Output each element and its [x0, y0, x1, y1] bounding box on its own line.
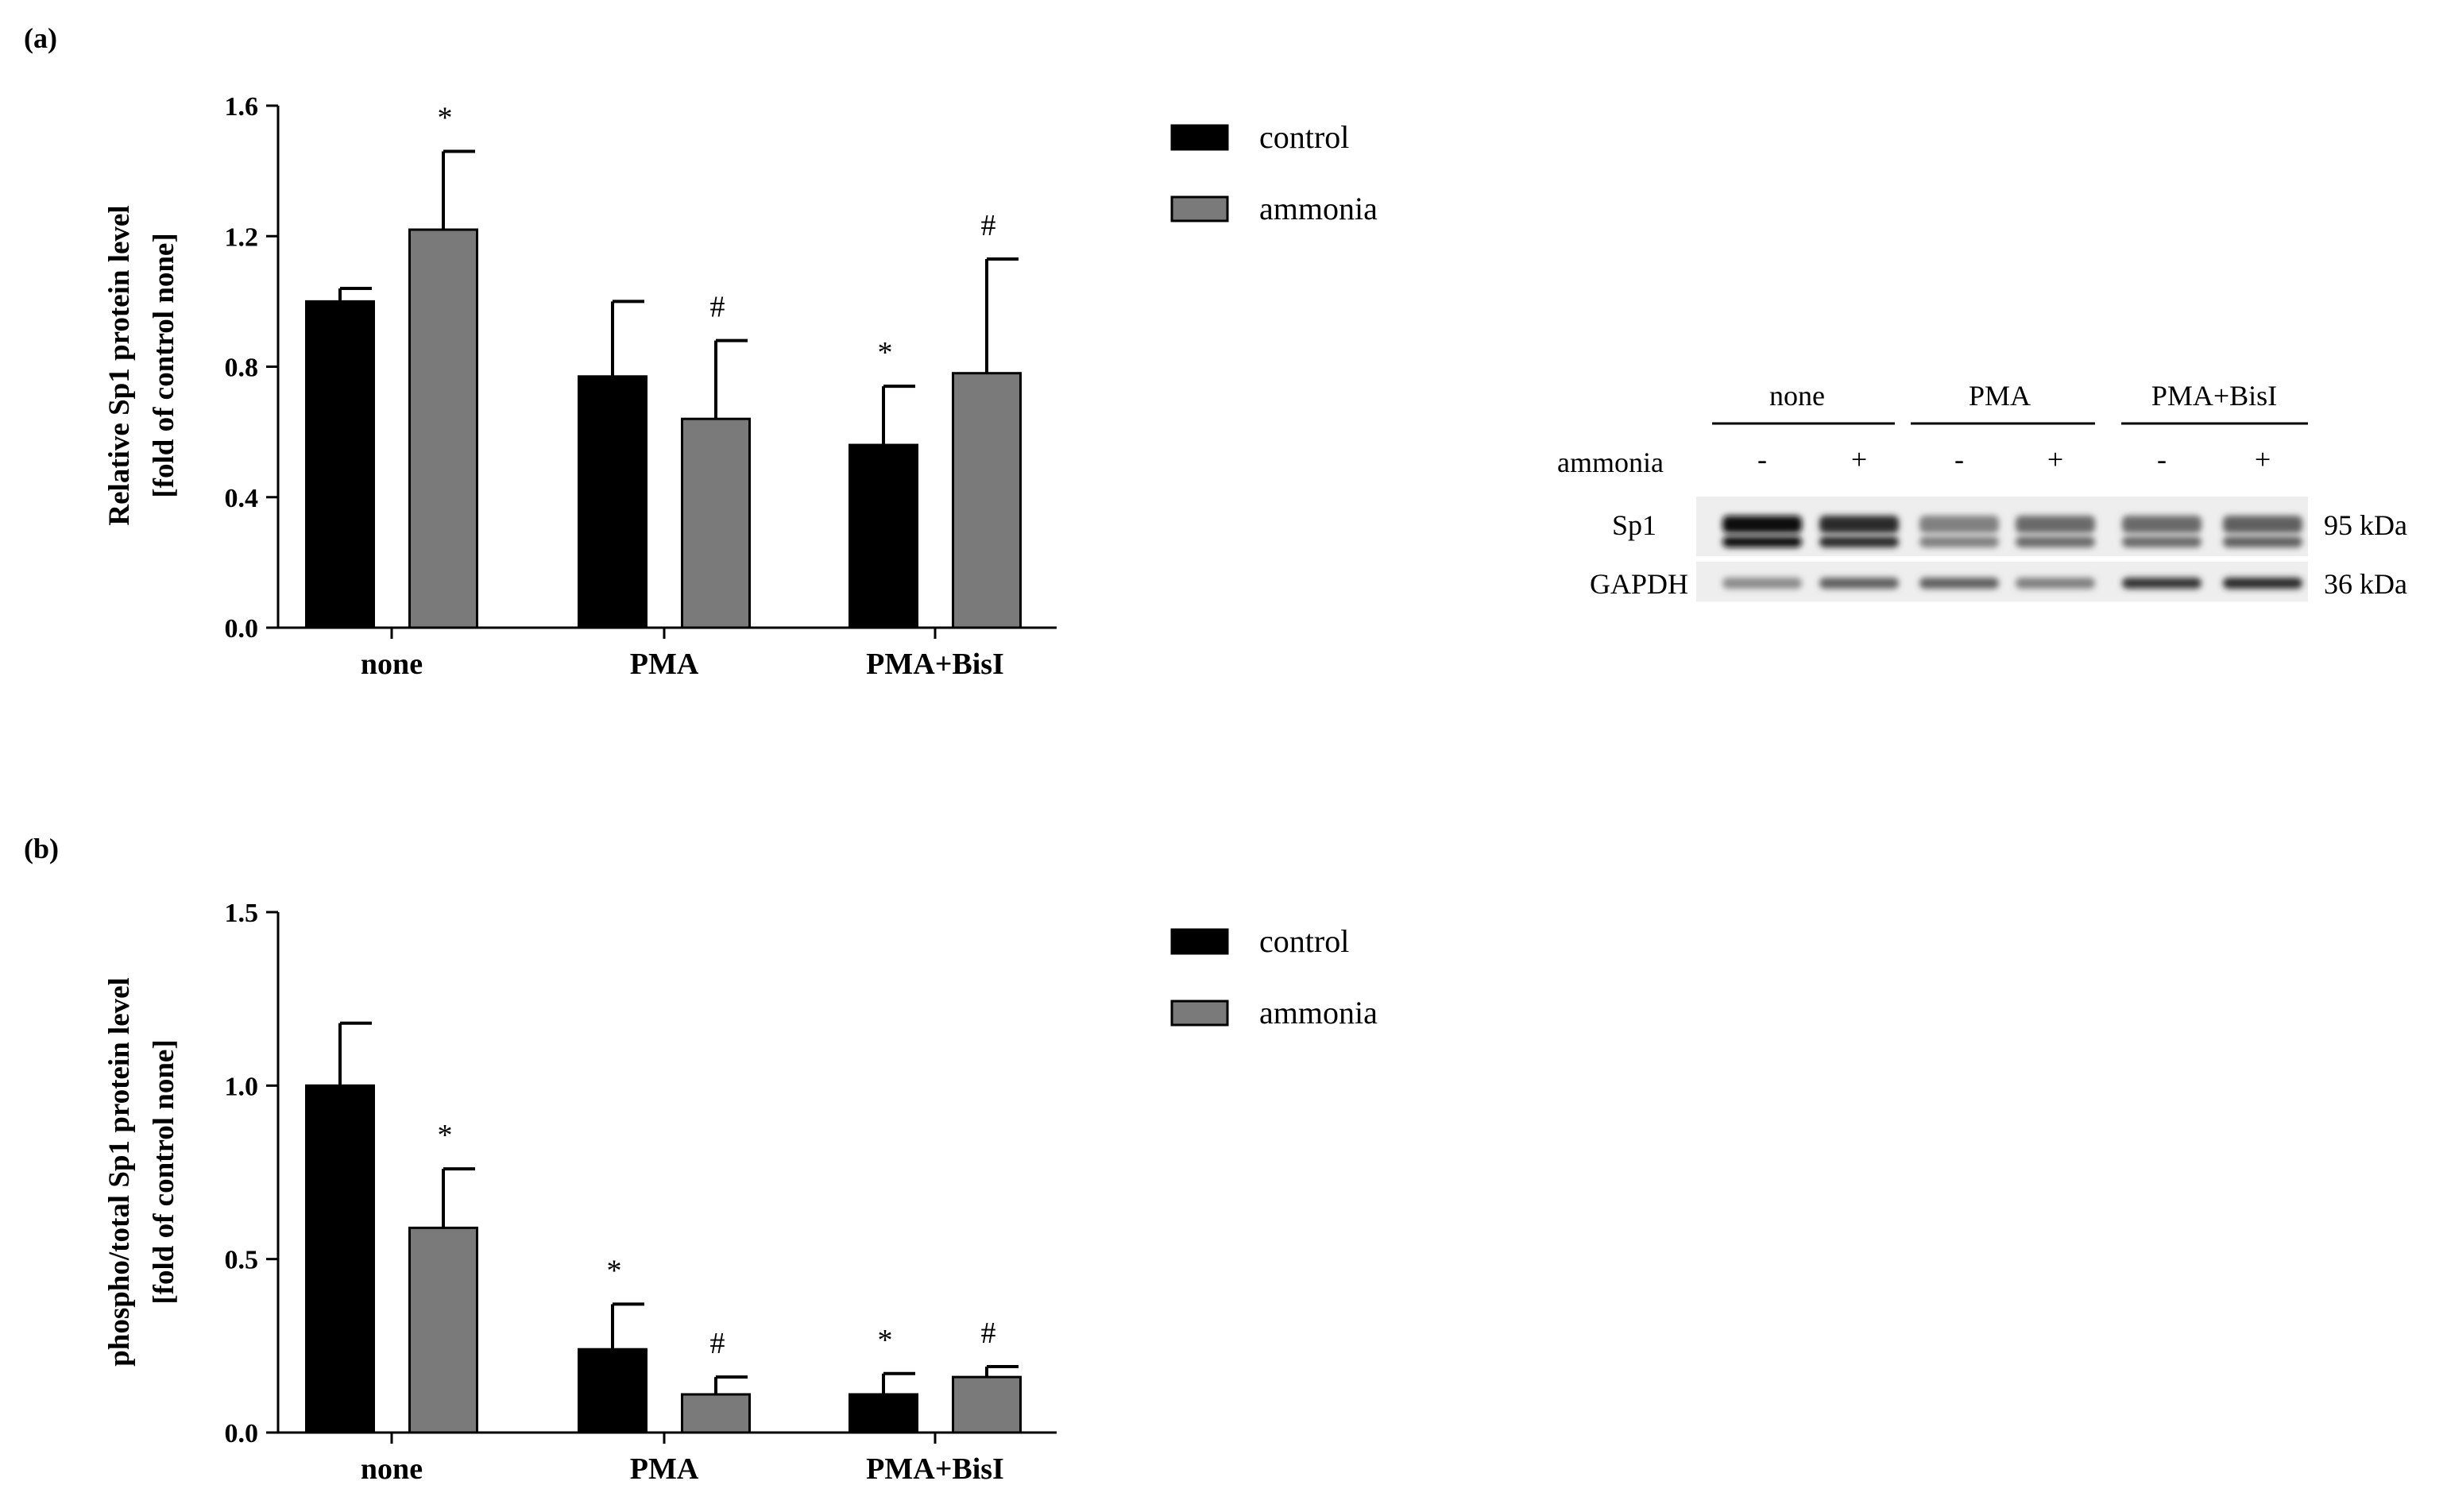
chart-a-legend: control ammonia	[1170, 119, 1378, 226]
blot-band-gapdh	[1819, 578, 1899, 589]
blot-band-sp1	[2223, 516, 2302, 533]
significance-marker: *	[438, 101, 453, 134]
significance-marker: *	[878, 1324, 893, 1357]
blot-band-label-sp1: Sp1	[1612, 509, 1656, 541]
bar-ammonia	[681, 417, 751, 629]
blot-band-sp1	[2016, 516, 2095, 533]
bar-control	[849, 1393, 918, 1434]
significance-marker: #	[981, 1317, 996, 1350]
significance-marker: #	[710, 1327, 725, 1360]
legend-label-control: control	[1259, 119, 1349, 155]
legend-swatch-ammonia	[1170, 195, 1229, 222]
western-blot: none PMA PMA+BisI ammonia - + - + - + Sp1 GAP…	[1557, 380, 2407, 601]
blot-group-none: none	[1769, 380, 1825, 412]
blot-size-sp1: 95 kDa	[2324, 509, 2407, 541]
blot-lane-sign: +	[1851, 443, 1867, 475]
x-tick-label: PMA+BisI	[866, 1452, 1004, 1486]
bar-control	[305, 1084, 375, 1434]
chart-a-ylabel: Relative Sp1 protein level	[103, 205, 136, 525]
chart-a-ylabel2: [fold of control none]	[148, 233, 180, 497]
blot-band-sp1	[1819, 536, 1899, 547]
significance-marker: #	[981, 209, 996, 242]
legend-swatch-control	[1170, 124, 1229, 151]
blot-band-sp1	[2122, 536, 2202, 547]
bar-control	[578, 1348, 648, 1434]
bar-control	[305, 300, 375, 629]
x-tick-label: PMA	[630, 648, 699, 681]
x-tick-label: PMA+BisI	[866, 648, 1004, 681]
blot-lane-sign: +	[2047, 443, 2063, 475]
blot-band-sp1	[2223, 536, 2302, 547]
bar-ammonia	[408, 228, 478, 629]
x-tick-label: none	[361, 1452, 423, 1486]
legend-swatch-ammonia	[1170, 1000, 1229, 1027]
y-tick-label: 1.2	[225, 222, 259, 252]
blot-band-gapdh	[2016, 578, 2095, 589]
blot-band-gapdh	[1722, 578, 1802, 589]
blot-band-sp1	[1819, 516, 1899, 533]
bar-ammonia	[408, 1226, 478, 1434]
blot-group-pma-bisi: PMA+BisI	[2151, 380, 2277, 412]
legend-label-ammonia: ammonia	[1259, 191, 1378, 226]
blot-band-sp1	[2122, 516, 2202, 533]
blot-lane-sign: -	[1954, 443, 1964, 475]
y-tick-label: 0.4	[225, 484, 259, 513]
x-tick-label: none	[361, 648, 423, 681]
panel-label-b: (b)	[24, 833, 59, 864]
chart-b-marks: 0.0 0.5 1.0 1.5 none * PMA * # PMA+BisI * #	[225, 899, 1057, 1486]
legend-swatch-control	[1170, 928, 1229, 955]
y-tick-label: 0.5	[225, 1246, 259, 1275]
significance-marker: *	[607, 1254, 622, 1287]
significance-marker: *	[438, 1119, 453, 1152]
blot-band-gapdh	[2223, 578, 2302, 589]
bar-ammonia	[681, 1393, 751, 1434]
chart-a: Relative Sp1 protein level [fold of cont…	[103, 92, 1378, 681]
blot-band-sp1	[1919, 516, 1999, 533]
y-tick-label: 0.8	[225, 354, 259, 383]
blot-lane-signs: - + - + - +	[1757, 443, 2271, 475]
y-tick-label: 0.0	[225, 614, 259, 644]
blot-lane-sign: -	[2157, 443, 2167, 475]
significance-marker: *	[878, 336, 893, 369]
blot-band-sp1	[2016, 536, 2095, 547]
chart-b-ylabel2: [fold of control none]	[148, 1039, 180, 1304]
bar-control	[849, 443, 918, 629]
y-tick-label: 0.0	[225, 1419, 259, 1448]
panel-label-a: (a)	[24, 22, 57, 54]
chart-b-legend: control ammonia	[1170, 923, 1378, 1031]
bar-ammonia	[952, 1375, 1022, 1434]
significance-marker: #	[710, 291, 725, 324]
y-tick-label: 1.5	[225, 899, 259, 928]
blot-group-pma: PMA	[1969, 380, 2031, 412]
blot-band-sp1	[1722, 536, 1802, 547]
legend-label-control: control	[1259, 923, 1349, 959]
y-tick-label: 1.6	[225, 92, 259, 122]
blot-bands	[1722, 516, 2302, 589]
legend-label-ammonia: ammonia	[1259, 995, 1378, 1031]
chart-b-ylabel: phospho/total Sp1 protein level	[103, 977, 136, 1367]
blot-band-gapdh	[1919, 578, 1999, 589]
blot-lane-sign: -	[1757, 443, 1767, 475]
chart-a-marks: 0.0 0.4 0.8 1.2 1.6 none * PMA # PMA+BisI * #	[225, 92, 1057, 681]
blot-band-label-gapdh: GAPDH	[1590, 568, 1688, 600]
chart-b: phospho/total Sp1 protein level [fold of…	[103, 899, 1378, 1486]
y-tick-label: 1.0	[225, 1072, 259, 1101]
blot-lane-sign: +	[2255, 443, 2271, 475]
blot-band-sp1	[1722, 516, 1802, 533]
blot-row-label-ammonia: ammonia	[1557, 447, 1664, 478]
x-tick-label: PMA	[630, 1452, 699, 1486]
blot-band-gapdh	[2122, 578, 2202, 589]
bar-control	[578, 375, 648, 629]
bar-ammonia	[952, 372, 1022, 629]
blot-size-gapdh: 36 kDa	[2324, 568, 2407, 600]
blot-band-sp1	[1919, 536, 1999, 547]
